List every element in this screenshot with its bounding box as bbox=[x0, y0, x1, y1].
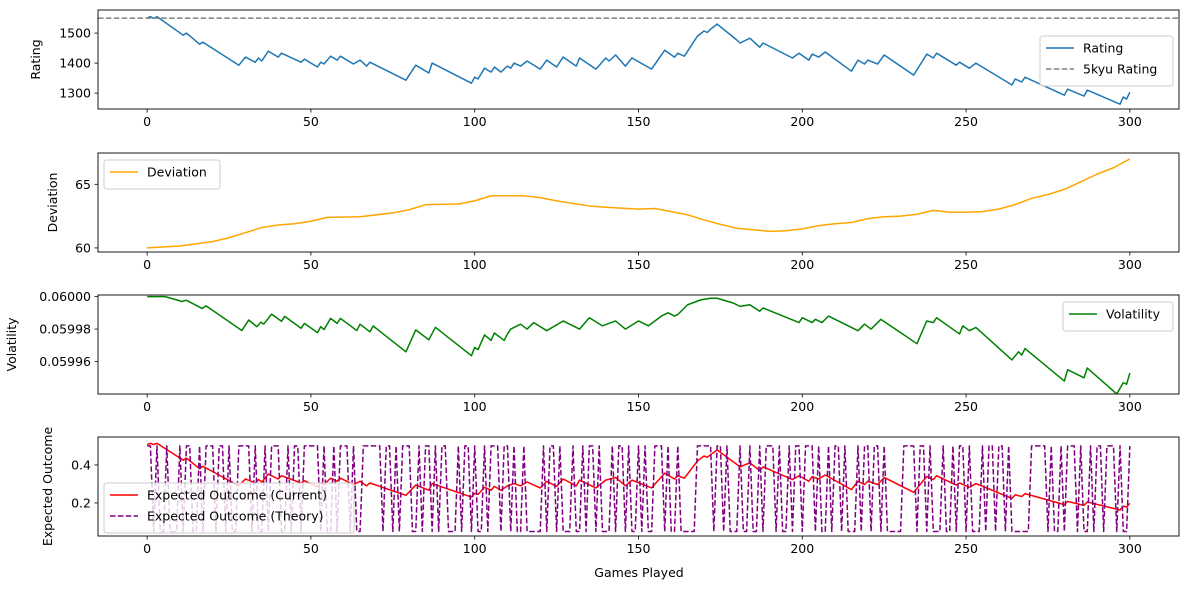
x-tick-label: 100 bbox=[463, 399, 487, 414]
legend-box bbox=[103, 482, 355, 534]
series-expected-outcome-current-line bbox=[146, 442, 1131, 511]
y-tick-label: 1300 bbox=[59, 86, 91, 101]
x-tick-label: 250 bbox=[954, 399, 978, 414]
series-rating-line bbox=[146, 15, 1131, 105]
y-axis-label: Rating bbox=[28, 39, 43, 79]
x-tick-label: 0 bbox=[143, 257, 151, 272]
y-tick-label: 65 bbox=[75, 177, 91, 192]
x-tick-label: 150 bbox=[627, 541, 651, 556]
y-tick-label: 0.05998 bbox=[39, 322, 91, 337]
x-tick-label: 300 bbox=[1118, 114, 1142, 129]
x-tick-label: 300 bbox=[1118, 541, 1142, 556]
subplot-volatility: 0 50 100 150 200 250 300 0.05996 0.05998 0.06000 V… bbox=[4, 289, 1180, 414]
y-tick-label: 0.4 bbox=[71, 457, 91, 472]
x-tick-label: 300 bbox=[1118, 399, 1142, 414]
legend-box bbox=[103, 159, 221, 190]
y-axis-label: Deviation bbox=[45, 173, 60, 233]
y-tick-label: 0.05996 bbox=[39, 354, 91, 369]
plot-area bbox=[146, 442, 1131, 533]
x-tick-label: 150 bbox=[627, 257, 651, 272]
x-tick-label: 200 bbox=[790, 541, 814, 556]
axes-frame bbox=[97, 294, 1180, 395]
x-tick-label: 100 bbox=[463, 114, 487, 129]
x-tick-label: 100 bbox=[463, 541, 487, 556]
x-tick-label: 150 bbox=[627, 399, 651, 414]
y-tick-label: 1500 bbox=[59, 26, 91, 41]
x-tick-label: 150 bbox=[627, 114, 651, 129]
x-tick-label: 250 bbox=[954, 541, 978, 556]
y-axis-label: Expected Outcome bbox=[40, 427, 55, 547]
legend: Expected Outcome (Current) Expected Outco… bbox=[103, 482, 355, 534]
axes-frame bbox=[97, 152, 1180, 253]
subplot-deviation: 0 50 100 150 200 250 300 60 65 Deviation Deviation bbox=[45, 152, 1180, 272]
y-axis-label: Volatility bbox=[4, 317, 19, 372]
x-tick-label: 50 bbox=[303, 399, 319, 414]
x-tick-label: 100 bbox=[463, 257, 487, 272]
series-deviation-line bbox=[147, 158, 1131, 249]
x-tick-label: 0 bbox=[143, 541, 151, 556]
legend-label: 5kyu Rating bbox=[1083, 62, 1157, 77]
x-tick-label: 250 bbox=[954, 257, 978, 272]
legend-label: Deviation bbox=[147, 165, 207, 180]
y-tick-label: 60 bbox=[75, 240, 91, 255]
x-tick-label: 50 bbox=[303, 114, 319, 129]
plot-area bbox=[147, 158, 1131, 249]
legend-label: Rating bbox=[1083, 41, 1123, 56]
series-expected-outcome-theory-line bbox=[147, 445, 1131, 533]
legend: Volatility bbox=[1062, 301, 1174, 332]
x-tick-label: 200 bbox=[790, 114, 814, 129]
plot-area bbox=[147, 295, 1131, 394]
y-tick-label: 0.2 bbox=[71, 495, 91, 510]
legend-box bbox=[1062, 301, 1174, 332]
x-tick-label: 250 bbox=[954, 114, 978, 129]
legend: Rating 5kyu Rating bbox=[1039, 35, 1174, 87]
x-axis-label: Games Played bbox=[594, 565, 683, 580]
y-tick-label: 0.06000 bbox=[39, 289, 91, 304]
x-tick-label: 200 bbox=[790, 257, 814, 272]
y-tick-label: 1400 bbox=[59, 56, 91, 71]
legend: Deviation bbox=[103, 159, 221, 190]
legend-label: Expected Outcome (Current) bbox=[147, 488, 327, 503]
x-tick-label: 300 bbox=[1118, 257, 1142, 272]
subplot-expected-outcome: 0 50 100 150 200 250 300 0.2 0.4 Expected Outcome… bbox=[40, 427, 1180, 580]
legend-label: Volatility bbox=[1106, 307, 1161, 322]
x-tick-label: 50 bbox=[303, 541, 319, 556]
x-tick-label: 200 bbox=[790, 399, 814, 414]
x-tick-label: 50 bbox=[303, 257, 319, 272]
series-volatility-line bbox=[147, 295, 1131, 394]
legend-label: Expected Outcome (Theory) bbox=[147, 509, 324, 524]
x-tick-label: 0 bbox=[143, 114, 151, 129]
x-tick-label: 0 bbox=[143, 399, 151, 414]
plot-area bbox=[98, 15, 1179, 105]
